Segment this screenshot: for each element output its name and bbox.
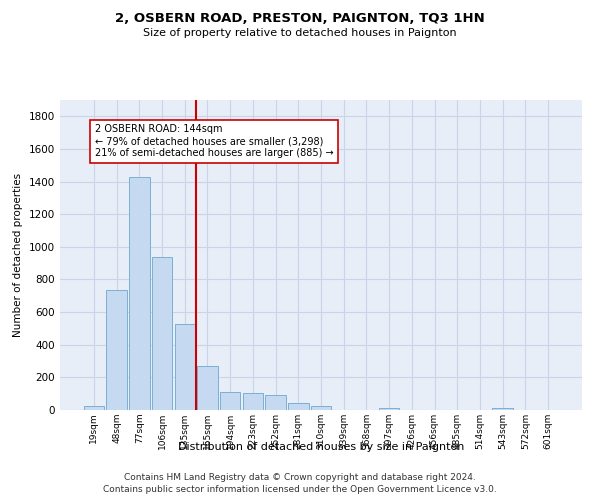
Text: Contains public sector information licensed under the Open Government Licence v3: Contains public sector information licen… bbox=[103, 485, 497, 494]
Bar bbox=[220, 392, 241, 410]
Bar bbox=[311, 406, 331, 410]
Bar bbox=[106, 290, 127, 410]
Text: 2, OSBERN ROAD, PRESTON, PAIGNTON, TQ3 1HN: 2, OSBERN ROAD, PRESTON, PAIGNTON, TQ3 1… bbox=[115, 12, 485, 26]
Y-axis label: Number of detached properties: Number of detached properties bbox=[13, 173, 23, 337]
Bar bbox=[242, 393, 263, 410]
Bar bbox=[152, 256, 172, 410]
Bar bbox=[197, 366, 218, 410]
Text: Distribution of detached houses by size in Paignton: Distribution of detached houses by size … bbox=[178, 442, 464, 452]
Bar bbox=[493, 408, 513, 410]
Bar bbox=[265, 396, 286, 410]
Bar bbox=[129, 176, 149, 410]
Bar bbox=[379, 408, 400, 410]
Text: Size of property relative to detached houses in Paignton: Size of property relative to detached ho… bbox=[143, 28, 457, 38]
Bar bbox=[175, 324, 195, 410]
Bar bbox=[84, 406, 104, 410]
Text: Contains HM Land Registry data © Crown copyright and database right 2024.: Contains HM Land Registry data © Crown c… bbox=[124, 472, 476, 482]
Text: 2 OSBERN ROAD: 144sqm
← 79% of detached houses are smaller (3,298)
21% of semi-d: 2 OSBERN ROAD: 144sqm ← 79% of detached … bbox=[95, 124, 333, 158]
Bar bbox=[288, 404, 308, 410]
